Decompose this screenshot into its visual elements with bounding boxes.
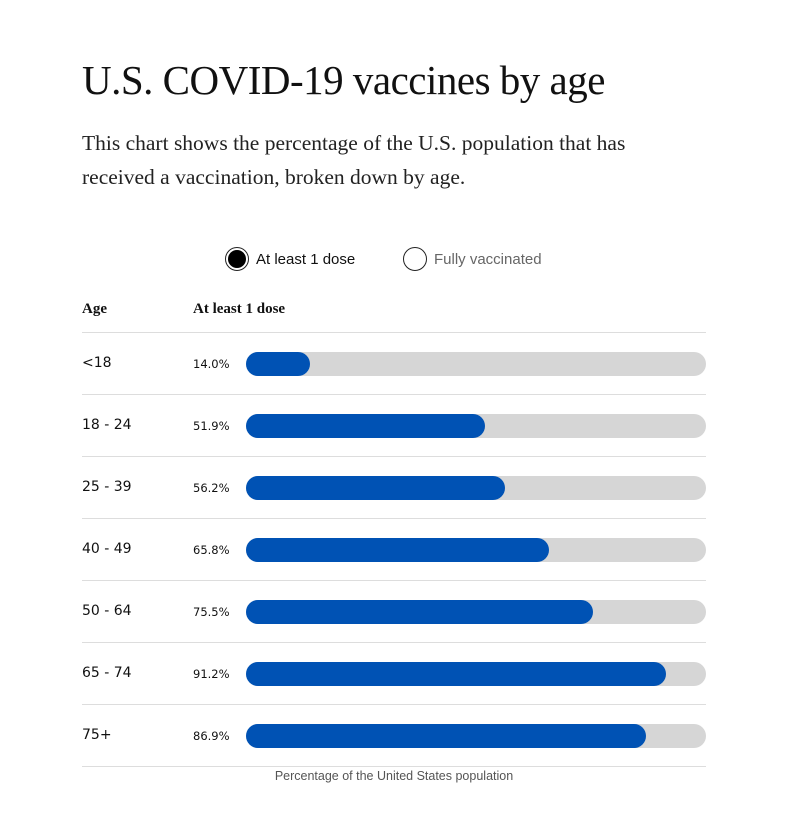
chart-subtitle: This chart shows the percentage of the U… (82, 131, 626, 189)
bar (246, 600, 594, 624)
value-label: 51.9% (193, 419, 230, 433)
bar (246, 476, 505, 500)
category-label: 25 - 39 (82, 479, 132, 495)
bar-track (246, 662, 706, 686)
value-label: 14.0% (193, 357, 230, 371)
category-label: 50 - 64 (82, 603, 132, 619)
category-label: 40 - 49 (82, 541, 132, 557)
row-divider (82, 580, 706, 581)
value-label: 91.2% (193, 667, 230, 681)
bar (246, 352, 311, 376)
bar-track (246, 476, 706, 500)
category-label: 65 - 74 (82, 665, 132, 681)
column-header-series: At least 1 dose (193, 301, 286, 317)
bar-track (246, 538, 706, 562)
value-label: 75.5% (193, 605, 230, 619)
row-divider (82, 766, 706, 767)
toggle-at-least-one-dose[interactable]: At least 1 dose (225, 246, 355, 272)
bar-track (246, 352, 706, 376)
bar (246, 538, 549, 562)
row-divider (82, 704, 706, 705)
toggle-label: Fully vaccinated (434, 250, 542, 268)
column-header-age: Age (82, 301, 107, 317)
category-label: 18 - 24 (82, 417, 132, 433)
radio-selected-icon[interactable] (225, 247, 249, 271)
radio-unselected-icon[interactable] (403, 247, 427, 271)
value-label: 65.8% (193, 543, 230, 557)
row-divider (82, 642, 706, 643)
bar (246, 662, 666, 686)
x-axis-caption: Percentage of the United States populati… (274, 769, 514, 783)
bar (246, 724, 646, 748)
value-label: 56.2% (193, 481, 230, 495)
category-label: <18 (82, 355, 112, 371)
category-label: 75+ (82, 727, 112, 743)
bar-track (246, 414, 706, 438)
bar-track (246, 600, 706, 624)
chart-title: U.S. COVID-19 vaccines by age (82, 57, 605, 103)
toggle-fully-vaccinated[interactable]: Fully vaccinated (403, 246, 542, 272)
row-divider (82, 518, 706, 519)
bar (246, 414, 485, 438)
row-divider (82, 332, 706, 333)
row-divider (82, 394, 706, 395)
bar-track (246, 724, 706, 748)
row-divider (82, 456, 706, 457)
toggle-label: At least 1 dose (256, 250, 356, 268)
value-label: 86.9% (193, 729, 230, 743)
